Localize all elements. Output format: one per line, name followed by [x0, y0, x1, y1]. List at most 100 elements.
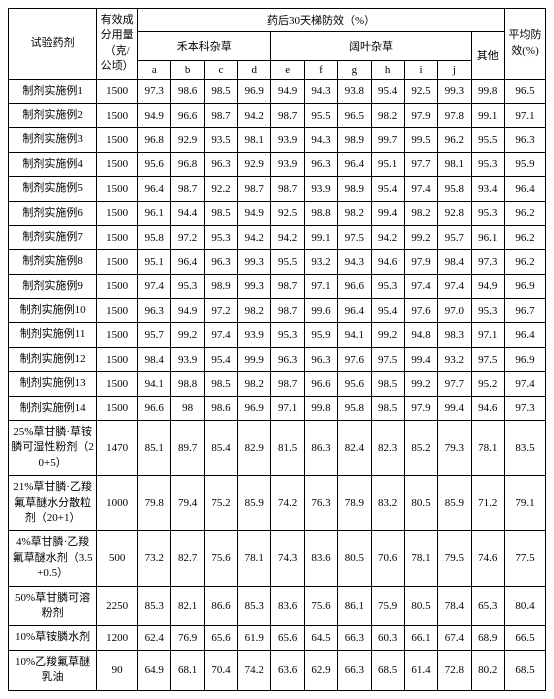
cell-value: 99.2	[171, 323, 204, 347]
cell-value: 97.4	[404, 177, 437, 201]
cell-value: 85.2	[404, 421, 437, 476]
cell-value: 75.6	[204, 531, 237, 586]
cell-value: 95.9	[304, 323, 337, 347]
cell-value: 94.2	[271, 225, 304, 249]
cell-value: 96.9	[238, 396, 271, 420]
cell-value: 95.6	[138, 152, 171, 176]
cell-value: 76.3	[304, 476, 337, 531]
table-row: 制剂实施例11150095.799.297.493.995.395.994.19…	[9, 323, 546, 347]
cell-value: 94.4	[171, 201, 204, 225]
cell-dose: 1500	[97, 152, 138, 176]
cell-value: 96.3	[271, 347, 304, 371]
cell-value: 93.8	[338, 79, 371, 103]
cell-value: 97.2	[204, 299, 237, 323]
cell-value: 94.3	[304, 79, 337, 103]
cell-value: 95.4	[371, 299, 404, 323]
cell-value: 86.3	[304, 421, 337, 476]
cell-value: 75.9	[371, 586, 404, 626]
table-row: 制剂实施例9150097.495.398.999.398.797.196.695…	[9, 274, 546, 298]
cell-value: 99.1	[304, 225, 337, 249]
cell-value: 94.2	[238, 103, 271, 127]
cell-value: 82.7	[171, 531, 204, 586]
cell-value: 99.2	[371, 323, 404, 347]
cell-avg: 96.2	[505, 225, 546, 249]
cell-value: 97.7	[404, 152, 437, 176]
cell-value: 95.3	[471, 299, 505, 323]
cell-value: 98.2	[238, 372, 271, 396]
cell-dose: 1470	[97, 421, 138, 476]
cell-value: 92.2	[204, 177, 237, 201]
cell-value: 62.9	[304, 650, 337, 690]
cell-value: 96.1	[138, 201, 171, 225]
cell-value: 98.7	[271, 372, 304, 396]
cell-value: 93.9	[171, 347, 204, 371]
cell-value: 95.3	[271, 323, 304, 347]
cell-value: 83.2	[371, 476, 404, 531]
cell-value: 99.4	[371, 201, 404, 225]
cell-value: 98.8	[171, 372, 204, 396]
cell-value: 89.7	[171, 421, 204, 476]
cell-value: 99.2	[404, 372, 437, 396]
cell-value: 95.5	[304, 103, 337, 127]
cell-dose: 1500	[97, 103, 138, 127]
table-row: 制剂实施例10150096.394.997.298.298.799.696.49…	[9, 299, 546, 323]
cell-value: 94.1	[338, 323, 371, 347]
cell-agent: 50%草甘膦可溶粉剂	[9, 586, 97, 626]
cell-value: 75.6	[304, 586, 337, 626]
cell-value: 95.5	[271, 250, 304, 274]
cell-value: 65.3	[471, 586, 505, 626]
cell-value: 64.5	[304, 626, 337, 650]
cell-value: 98.5	[371, 372, 404, 396]
cell-value: 75.2	[204, 476, 237, 531]
cell-value: 97.4	[204, 323, 237, 347]
cell-agent: 制剂实施例10	[9, 299, 97, 323]
cell-dose: 1500	[97, 225, 138, 249]
cell-dose: 1500	[97, 250, 138, 274]
cell-value: 94.3	[338, 250, 371, 274]
hdr-col-j: j	[438, 60, 471, 79]
hdr-col-i: i	[404, 60, 437, 79]
cell-dose: 500	[97, 531, 138, 586]
cell-value: 74.6	[471, 531, 505, 586]
table-row: 制剂实施例5150096.498.792.298.798.793.998.995…	[9, 177, 546, 201]
cell-value: 95.8	[138, 225, 171, 249]
cell-avg: 96.2	[505, 201, 546, 225]
cell-value: 97.5	[371, 347, 404, 371]
cell-value: 98.5	[371, 396, 404, 420]
cell-value: 95.7	[138, 323, 171, 347]
cell-value: 96.3	[204, 152, 237, 176]
cell-value: 98.3	[438, 323, 471, 347]
cell-value: 78.1	[404, 531, 437, 586]
cell-value: 98.7	[271, 103, 304, 127]
hdr-other: 其他	[471, 32, 505, 80]
efficacy-table: 试验药剂 有效成分用量（克/公顷） 药后30天梯防效（%） 平均防效(%) 禾本…	[8, 8, 546, 691]
cell-dose: 1500	[97, 299, 138, 323]
cell-agent: 制剂实施例3	[9, 128, 97, 152]
cell-value: 65.6	[271, 626, 304, 650]
cell-dose: 1500	[97, 372, 138, 396]
table-row: 制剂实施例1150097.398.698.596.994.994.393.895…	[9, 79, 546, 103]
cell-value: 78.9	[338, 476, 371, 531]
cell-value: 98.7	[271, 177, 304, 201]
cell-value: 63.6	[271, 650, 304, 690]
table-row: 10%乙羧氟草醚乳油9064.968.170.474.263.662.966.3…	[9, 650, 546, 690]
cell-value: 61.4	[404, 650, 437, 690]
hdr-col-c: c	[204, 60, 237, 79]
cell-value: 96.3	[304, 152, 337, 176]
hdr-dose: 有效成分用量（克/公顷）	[97, 9, 138, 80]
cell-value: 93.9	[271, 152, 304, 176]
hdr-broad: 阔叶杂草	[271, 32, 471, 61]
cell-agent: 4%草甘膦·乙羧氟草醚水剂（3.5+0.5）	[9, 531, 97, 586]
cell-value: 98.2	[338, 201, 371, 225]
cell-value: 98.7	[238, 177, 271, 201]
hdr-col-b: b	[171, 60, 204, 79]
cell-value: 83.6	[271, 586, 304, 626]
cell-value: 98	[171, 396, 204, 420]
cell-value: 78.4	[438, 586, 471, 626]
cell-dose: 1500	[97, 347, 138, 371]
cell-value: 82.1	[171, 586, 204, 626]
cell-value: 97.4	[404, 274, 437, 298]
cell-value: 93.9	[271, 128, 304, 152]
cell-value: 80.5	[404, 586, 437, 626]
table-row: 25%草甘膦·草铵膦可湿性粉剂（20+5）147085.189.785.482.…	[9, 421, 546, 476]
